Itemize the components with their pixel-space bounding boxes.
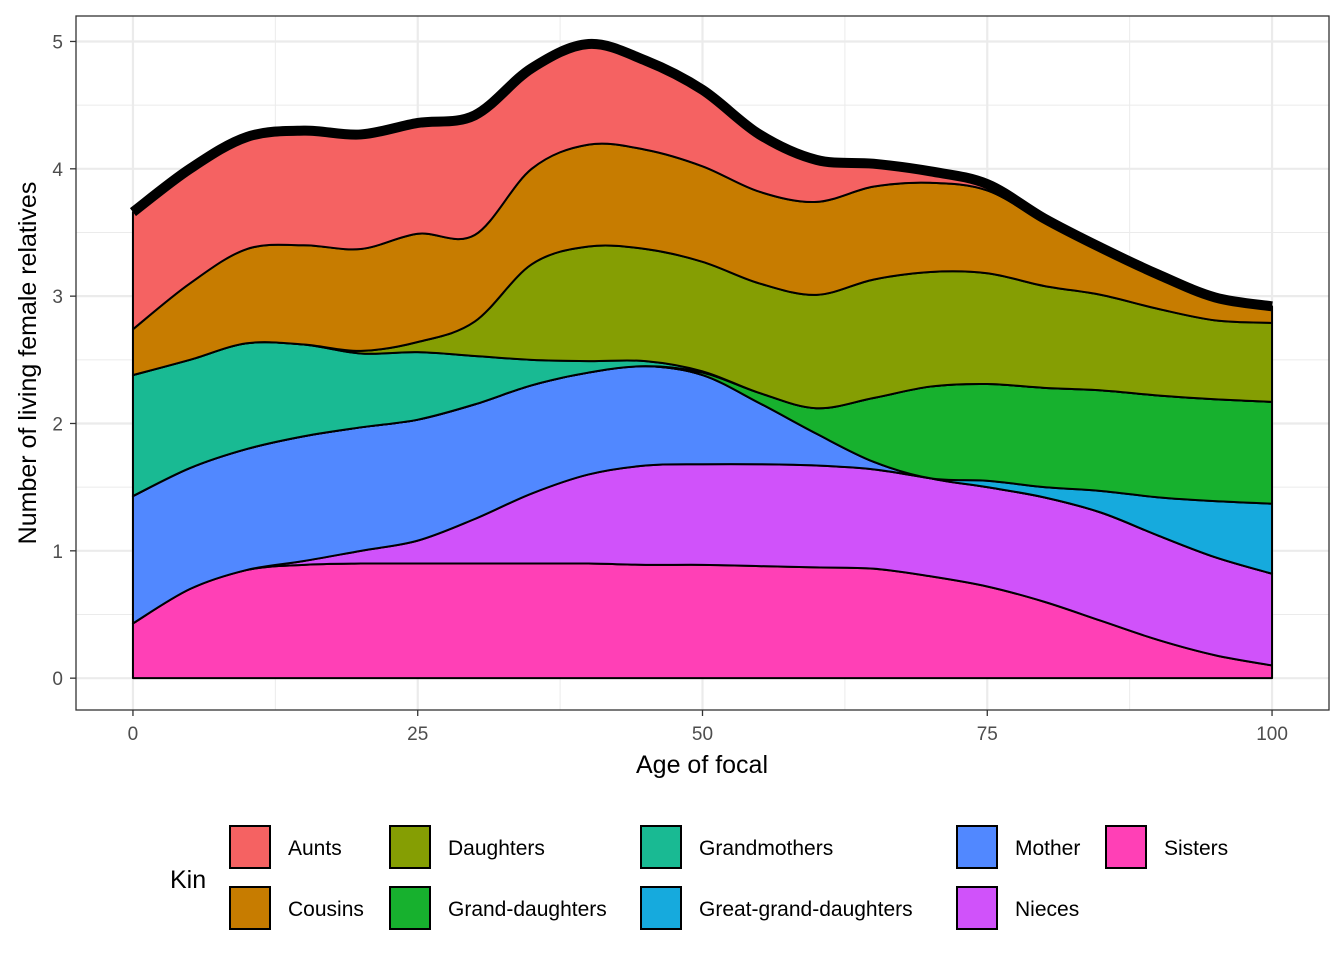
y-axis-title: Number of living female relatives xyxy=(14,182,42,545)
legend-key-grand-daughters xyxy=(389,886,431,930)
x-tick-label: 100 xyxy=(1256,724,1288,745)
total-kin-line xyxy=(129,39,1273,312)
legend-label-mother: Mother xyxy=(1015,837,1080,860)
legend-key-mother xyxy=(956,825,998,869)
legend-label-daughters: Daughters xyxy=(448,837,545,860)
legend-key-great-grand-daughters xyxy=(640,886,682,930)
legend: Kin Aunts Cousins Daughters Grand-daughters… xyxy=(170,825,1228,930)
y-tick-label: 5 xyxy=(52,32,63,53)
legend-key-daughters xyxy=(389,825,431,869)
y-tick-label: 4 xyxy=(52,160,63,181)
legend-label-nieces: Nieces xyxy=(1015,898,1079,921)
y-tick-label: 3 xyxy=(52,287,63,308)
legend-title: Kin xyxy=(170,866,206,894)
legend-label-aunts: Aunts xyxy=(288,837,342,860)
legend-label-great-grand-daughters: Great-grand-daughters xyxy=(699,898,913,921)
y-tick-label: 0 xyxy=(52,669,63,690)
legend-label-grandmothers: Grandmothers xyxy=(699,837,833,860)
stacked-areas xyxy=(131,43,1274,680)
legend-key-cousins xyxy=(229,886,271,930)
legend-key-nieces xyxy=(956,886,998,930)
y-axis-ticks: 0 1 2 3 4 5 xyxy=(52,32,76,690)
y-tick-label: 1 xyxy=(52,542,63,563)
x-tick-label: 25 xyxy=(407,724,428,745)
x-tick-label: 75 xyxy=(977,724,998,745)
legend-label-cousins: Cousins xyxy=(288,898,364,921)
x-axis-title: Age of focal xyxy=(636,751,768,779)
legend-key-sisters xyxy=(1105,825,1147,869)
y-tick-label: 2 xyxy=(52,414,63,435)
x-axis-ticks: 0 25 50 75 100 xyxy=(128,710,1288,745)
legend-key-aunts xyxy=(229,825,271,869)
legend-label-grand-daughters: Grand-daughters xyxy=(448,898,607,921)
legend-label-sisters: Sisters xyxy=(1164,837,1228,860)
x-tick-label: 50 xyxy=(692,724,713,745)
legend-key-grandmothers xyxy=(640,825,682,869)
x-tick-label: 0 xyxy=(128,724,139,745)
